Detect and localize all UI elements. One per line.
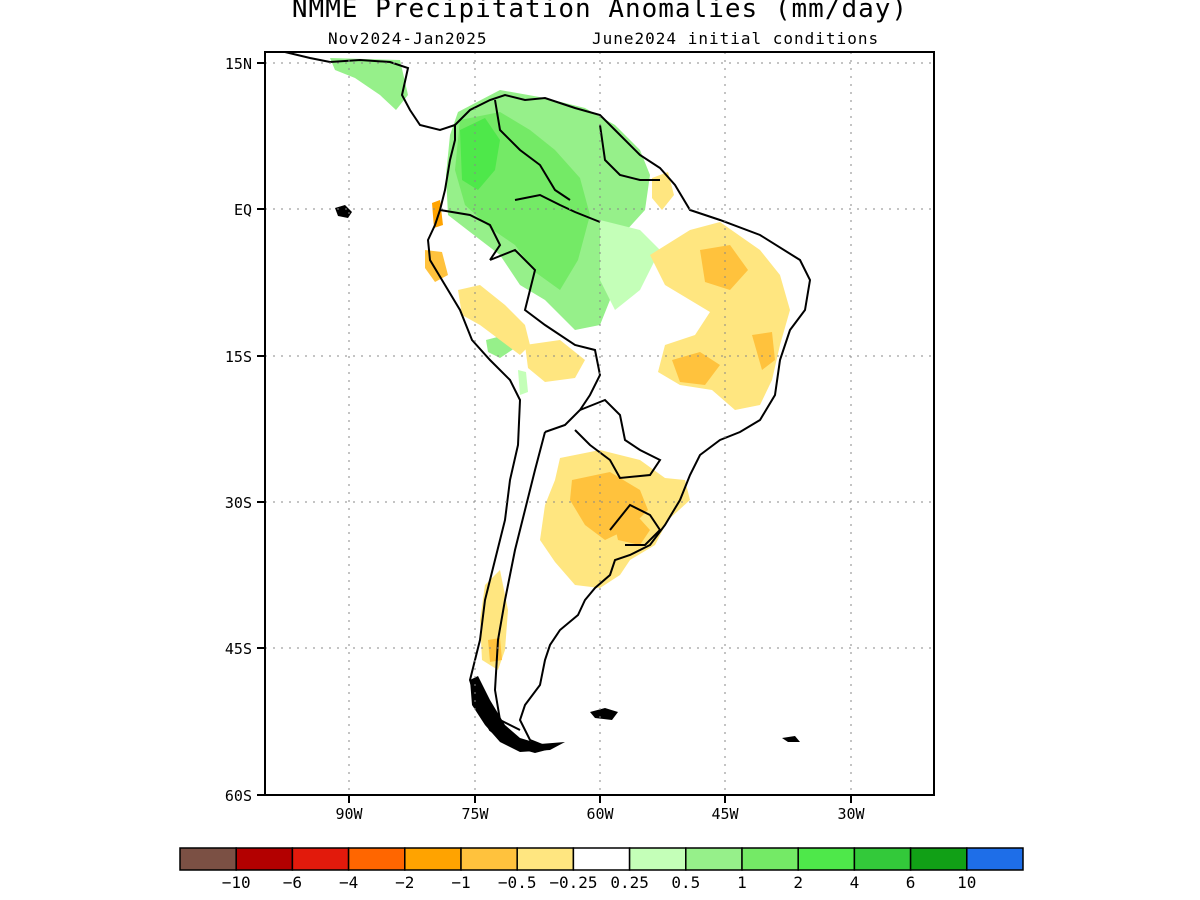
colombia-venezuela-border [494,99,571,201]
colorbar-swatch [235,847,294,871]
colorbar-swatch [853,847,912,871]
initial-conditions: June2024 initial conditions [592,29,880,48]
colorbar-tick-label: 0.5 [671,873,700,892]
lon-label-90w: 90W [335,805,363,823]
colorbar-tick-label: −6 [283,873,302,892]
south-america-coastline [426,93,812,754]
colorbar-swatch [797,847,856,871]
anomaly-shading [330,58,790,670]
colorbar-tick-label: −10 [222,873,251,892]
colorbar-swatch [966,847,1024,871]
colorbar-swatch [741,847,799,871]
colombia-wet-core [460,118,500,190]
bolivia-dry-region [525,340,585,382]
paraguay-border [574,398,662,480]
colorbar-tick-label: 2 [793,873,803,892]
colorbar [179,847,1024,871]
lon-label-30w: 30W [837,805,865,823]
lon-label-60w: 60W [586,805,614,823]
colorbar-labels: −10 −6 −4 −2 −1 −0.5 −0.25 0.25 0.5 1 2 4 6 10 [222,873,977,892]
lat-label-45s: 45S [225,640,252,658]
andes-dry-region [458,285,530,355]
colorbar-tick-label: 10 [957,873,976,892]
axis-ticks [257,62,852,803]
islands [335,205,800,752]
tierra-del-fuego-islands [470,676,565,752]
east-brazil-dry-core [752,332,775,370]
colorbar-tick-label: −0.25 [549,873,597,892]
colorbar-swatch [685,847,743,871]
coastlines [284,52,812,754]
falkland-islands [590,708,618,720]
map-title: NMME Precipitation Anomalies (mm/day) [291,0,909,24]
southern-chile-dry-core [488,638,502,662]
colorbar-swatch [516,847,575,871]
colorbar-swatch [347,847,406,871]
uruguay-dry-core [612,510,650,545]
lat-label-15n: 15N [225,55,252,73]
lat-label-60s: 60S [225,787,252,805]
lon-label-75w: 75W [461,805,489,823]
colorbar-tick-label: −1 [451,873,470,892]
ecuador-border [439,209,502,261]
central-america-coastline [284,52,456,132]
colorbar-swatch [179,847,237,871]
central-brazil-dry-core [672,352,720,385]
colorbar-tick-label: −0.5 [498,873,537,892]
colorbar-swatch [628,847,687,871]
peru-dry-patch [425,250,448,282]
galapagos-islands [335,205,352,218]
central-america-wet-region [330,58,408,110]
lat-label-eq: EQ [234,201,252,219]
uruguay-border [609,503,662,546]
northeast-brazil-dry-core [700,245,748,290]
colorbar-tick-label: −4 [339,873,358,892]
colorbar-swatch [572,847,631,871]
lat-label-30s: 30S [225,494,252,512]
lon-label-45w: 45W [711,805,739,823]
chile-argentina-border [493,431,546,731]
colorbar-swatch [909,847,968,871]
guiana-dry-patch [652,172,674,210]
colorbar-swatch [291,847,350,871]
forecast-period: Nov2024-Jan2025 [328,29,488,48]
peru-brazil-border [489,248,602,433]
colorbar-tick-label: 6 [906,873,916,892]
amazon-river-border [514,193,601,223]
south-georgia-island [782,736,800,742]
upper-amazon-wet-patch [600,220,660,310]
colorbar-swatch [404,847,462,871]
colorbar-tick-label: 4 [850,873,860,892]
guianas-border [599,124,660,181]
colorbar-swatch [460,847,518,871]
chile-wet-patch [518,370,528,395]
colorbar-tick-label: 0.25 [610,873,649,892]
colorbar-tick-label: 1 [737,873,747,892]
lat-label-15s: 15S [225,348,252,366]
colorbar-tick-label: −2 [395,873,414,892]
